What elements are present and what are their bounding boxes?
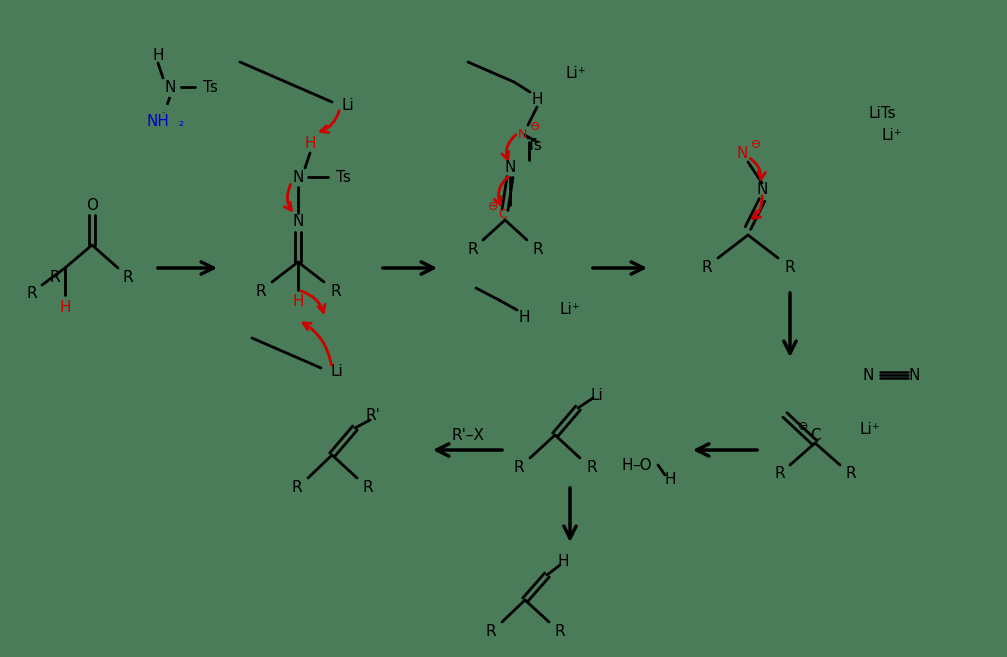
Text: Li: Li [330, 365, 343, 380]
Text: R: R [467, 242, 478, 258]
Text: R: R [256, 284, 266, 300]
Text: R: R [846, 466, 856, 482]
Text: N: N [164, 79, 175, 95]
Text: R: R [702, 260, 712, 275]
Text: ⊖: ⊖ [487, 200, 498, 214]
Text: H: H [519, 309, 530, 325]
Text: N: N [862, 367, 874, 382]
Text: NH: NH [147, 114, 169, 129]
Text: Li: Li [591, 388, 603, 403]
Text: Li: Li [341, 97, 354, 112]
Text: H: H [665, 472, 676, 487]
Text: R: R [784, 260, 796, 275]
Text: ⊖: ⊖ [798, 420, 809, 434]
Text: H: H [59, 300, 70, 315]
Text: R: R [49, 269, 60, 284]
Text: N: N [505, 160, 516, 175]
Text: H: H [304, 135, 316, 150]
Text: N: N [756, 183, 767, 198]
Text: ₂: ₂ [178, 116, 183, 129]
Text: ⊖: ⊖ [530, 120, 540, 133]
Text: LiTs: LiTs [868, 106, 896, 120]
Text: H: H [532, 91, 543, 106]
Text: Li⁺: Li⁺ [881, 127, 902, 143]
Text: N: N [292, 214, 304, 229]
Text: N: N [908, 367, 919, 382]
Text: R: R [555, 625, 565, 639]
Text: Ts: Ts [335, 170, 350, 185]
Text: R: R [587, 459, 597, 474]
Text: R: R [27, 286, 37, 300]
Text: R: R [292, 480, 302, 495]
Text: N: N [292, 170, 304, 185]
Text: R: R [533, 242, 544, 258]
Text: R: R [330, 284, 341, 300]
Text: –O: –O [632, 457, 652, 472]
Text: N: N [518, 129, 527, 141]
Text: Ts: Ts [527, 137, 542, 152]
Text: O: O [86, 198, 98, 212]
Text: R: R [123, 269, 133, 284]
Text: Li⁺: Li⁺ [566, 66, 586, 81]
Text: Li⁺: Li⁺ [860, 422, 880, 438]
Text: R: R [363, 480, 374, 495]
Text: H: H [557, 555, 569, 570]
Text: R: R [485, 625, 496, 639]
Text: H: H [621, 457, 632, 472]
Text: R': R' [366, 407, 381, 422]
Text: R: R [514, 459, 525, 474]
Text: H: H [292, 294, 304, 309]
Text: R: R [774, 466, 785, 482]
Text: Li⁺: Li⁺ [560, 302, 580, 317]
Text: C: C [810, 428, 821, 443]
Text: N: N [736, 145, 747, 160]
Text: R'–X: R'–X [451, 428, 484, 443]
Text: C: C [498, 208, 508, 221]
Text: H: H [152, 47, 164, 62]
Text: ⊖: ⊖ [751, 137, 761, 150]
Text: Ts: Ts [202, 79, 218, 95]
